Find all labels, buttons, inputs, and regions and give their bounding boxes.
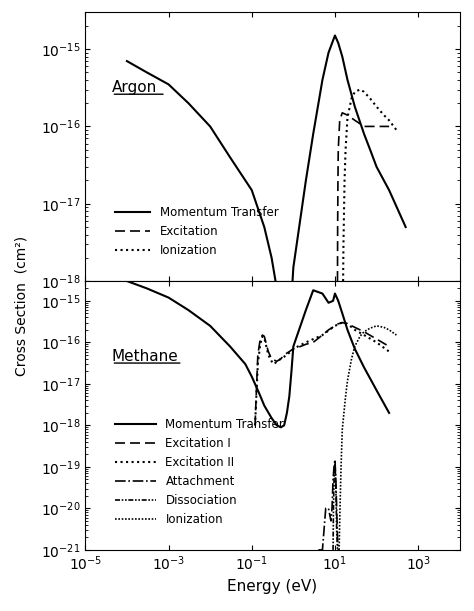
Legend: Momentum Transfer, Excitation, Ionization: Momentum Transfer, Excitation, Ionizatio… bbox=[110, 202, 283, 262]
X-axis label: Energy (eV): Energy (eV) bbox=[228, 579, 318, 594]
Legend: Momentum Transfer, Excitation I, Excitation II, Attachment, Dissociation, Ioniza: Momentum Transfer, Excitation I, Excitat… bbox=[110, 414, 289, 530]
Text: Methane: Methane bbox=[111, 349, 178, 364]
Text: Argon: Argon bbox=[111, 80, 157, 95]
Text: Cross Section  (cm²): Cross Section (cm²) bbox=[14, 235, 28, 376]
